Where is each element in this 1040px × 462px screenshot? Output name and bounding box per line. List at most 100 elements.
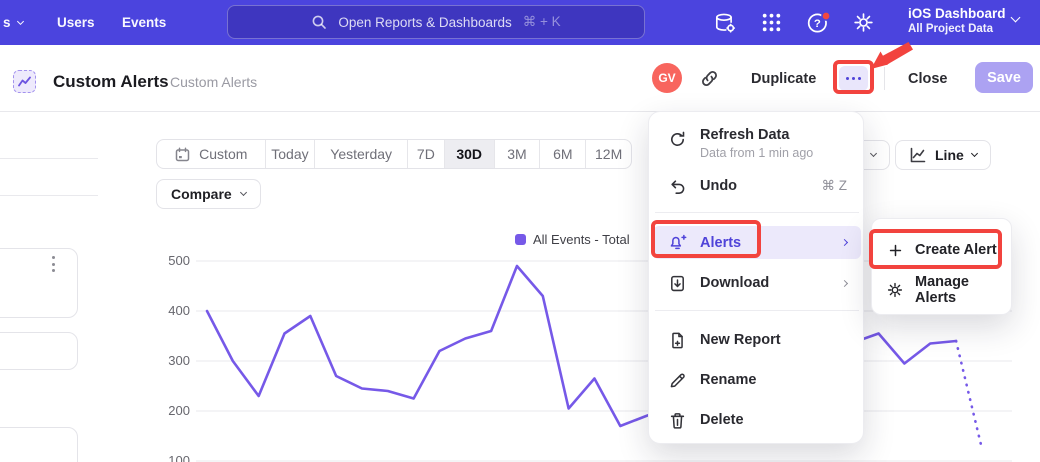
submenu-item-create-alert[interactable]: Create Alert [876, 231, 1009, 269]
gear-icon [886, 281, 904, 299]
range-12m[interactable]: 12M [585, 140, 631, 168]
menu-label: Manage Alerts [915, 274, 999, 306]
link-icon [699, 68, 720, 89]
data-management-icon[interactable] [712, 0, 737, 45]
y-axis-label: 500 [156, 253, 190, 268]
refresh-icon [667, 129, 687, 149]
menu-label: Undo [700, 178, 737, 194]
range-label: 30D [456, 146, 482, 162]
range-custom[interactable]: Custom [157, 140, 265, 168]
page-title: Custom Alerts [53, 72, 169, 92]
copy-link-button[interactable] [699, 68, 721, 90]
nav-users-label: Users [57, 15, 95, 30]
range-today[interactable]: Today [265, 140, 315, 168]
chevron-down-icon [870, 150, 877, 157]
search-placeholder: Open Reports & Dashboards [338, 15, 511, 30]
plus-icon [886, 241, 904, 259]
range-3m[interactable]: 3M [494, 140, 540, 168]
menu-sublabel: Data from 1 min ago [700, 146, 813, 160]
grid-icon [761, 12, 782, 33]
database-gear-icon [712, 12, 737, 34]
menu-shortcut: ⌘ Z [822, 178, 848, 194]
chevron-down-icon [1011, 13, 1021, 23]
menu-item-delete[interactable]: Delete [653, 401, 861, 439]
menu-label: Alerts [700, 235, 741, 251]
range-6m[interactable]: 6M [539, 140, 585, 168]
help-button[interactable]: ? [806, 0, 832, 45]
range-label: 3M [507, 146, 526, 162]
svg-text:?: ? [814, 17, 821, 29]
menu-item-download[interactable]: Download [653, 265, 861, 301]
more-options-button[interactable] [839, 66, 868, 91]
settings-button[interactable] [852, 0, 875, 45]
y-axis-label: 300 [156, 353, 190, 368]
duplicate-button[interactable]: Duplicate [751, 71, 816, 87]
menu-divider [655, 310, 859, 311]
chart-type-label: Line [935, 147, 964, 163]
header-divider [884, 67, 885, 90]
chevron-down-icon [16, 17, 23, 24]
y-axis-label: 200 [156, 403, 190, 418]
search-shortcut: ⌘ + K [523, 14, 561, 30]
submenu-item-manage-alerts[interactable]: Manage Alerts [876, 271, 1009, 309]
menu-label: New Report [700, 332, 781, 348]
nav-partial-label: s [3, 15, 11, 30]
nav-item-users[interactable]: Users [57, 0, 95, 45]
range-label: Custom [199, 146, 247, 162]
menu-item-rename[interactable]: Rename [653, 361, 861, 399]
search-icon [311, 14, 327, 30]
range-yesterday[interactable]: Yesterday [314, 140, 407, 168]
new-report-icon [667, 330, 687, 350]
range-7d[interactable]: 7D [407, 140, 444, 168]
avatar[interactable]: GV [652, 63, 682, 93]
card-kebab-menu-icon[interactable] [52, 256, 55, 272]
report-chart-icon [13, 70, 36, 93]
global-search-input[interactable]: Open Reports & Dashboards ⌘ + K [227, 5, 645, 39]
project-scope: All Project Data [908, 23, 1006, 35]
gear-icon [852, 11, 875, 34]
chart-type-button[interactable]: Line [895, 140, 991, 170]
report-header: Custom Alerts Custom Alerts GV Duplicate… [0, 45, 1040, 112]
chevron-down-icon [240, 189, 247, 196]
project-switcher[interactable]: iOS Dashboard All Project Data [908, 0, 1006, 45]
breadcrumb[interactable]: Custom Alerts [170, 74, 257, 90]
ellipsis-icon [846, 77, 850, 81]
apps-menu-icon[interactable] [761, 0, 782, 45]
help-icon: ? [806, 11, 832, 35]
menu-label: Download [700, 275, 769, 291]
menu-item-undo[interactable]: Undo ⌘ Z [653, 168, 861, 204]
y-axis-label: 100 [156, 453, 190, 462]
save-button[interactable]: Save [975, 62, 1033, 93]
range-label: Today [271, 146, 308, 162]
range-label: Yesterday [330, 146, 392, 162]
sidebar-row-divider [0, 195, 98, 196]
compare-button[interactable]: Compare [156, 179, 261, 209]
download-icon [667, 273, 687, 293]
menu-label: Create Alert [915, 242, 997, 258]
sidebar-card[interactable] [0, 248, 78, 318]
menu-item-alerts[interactable]: Alerts [653, 226, 861, 259]
context-menu: Refresh Data Data from 1 min ago Undo ⌘ … [648, 111, 864, 444]
range-label: 7D [417, 146, 435, 162]
sidebar-row-divider [0, 158, 98, 159]
app-window: s Users Events Open Reports & Dashboards… [0, 0, 1040, 462]
menu-item-new-report[interactable]: New Report [653, 321, 861, 359]
compare-label: Compare [171, 186, 232, 202]
alerts-submenu: Create Alert Manage Alerts [871, 218, 1012, 315]
nav-events-label: Events [122, 15, 166, 30]
close-button[interactable]: Close [908, 71, 948, 87]
calendar-icon [174, 146, 191, 163]
sidebar-card[interactable] [0, 332, 78, 370]
y-axis-label: 400 [156, 303, 190, 318]
menu-label: Rename [700, 372, 756, 388]
project-name: iOS Dashboard [908, 6, 1006, 21]
menu-label: Delete [700, 412, 744, 428]
chevron-right-icon [841, 239, 848, 246]
range-30d-selected[interactable]: 30D [444, 140, 494, 168]
nav-item-events[interactable]: Events [122, 0, 166, 45]
line-chart-icon [909, 146, 927, 164]
sidebar-card[interactable] [0, 427, 78, 462]
nav-item-partial[interactable]: s [3, 0, 23, 45]
menu-item-refresh-data[interactable]: Refresh Data Data from 1 min ago [653, 120, 861, 170]
undo-icon [667, 176, 687, 196]
